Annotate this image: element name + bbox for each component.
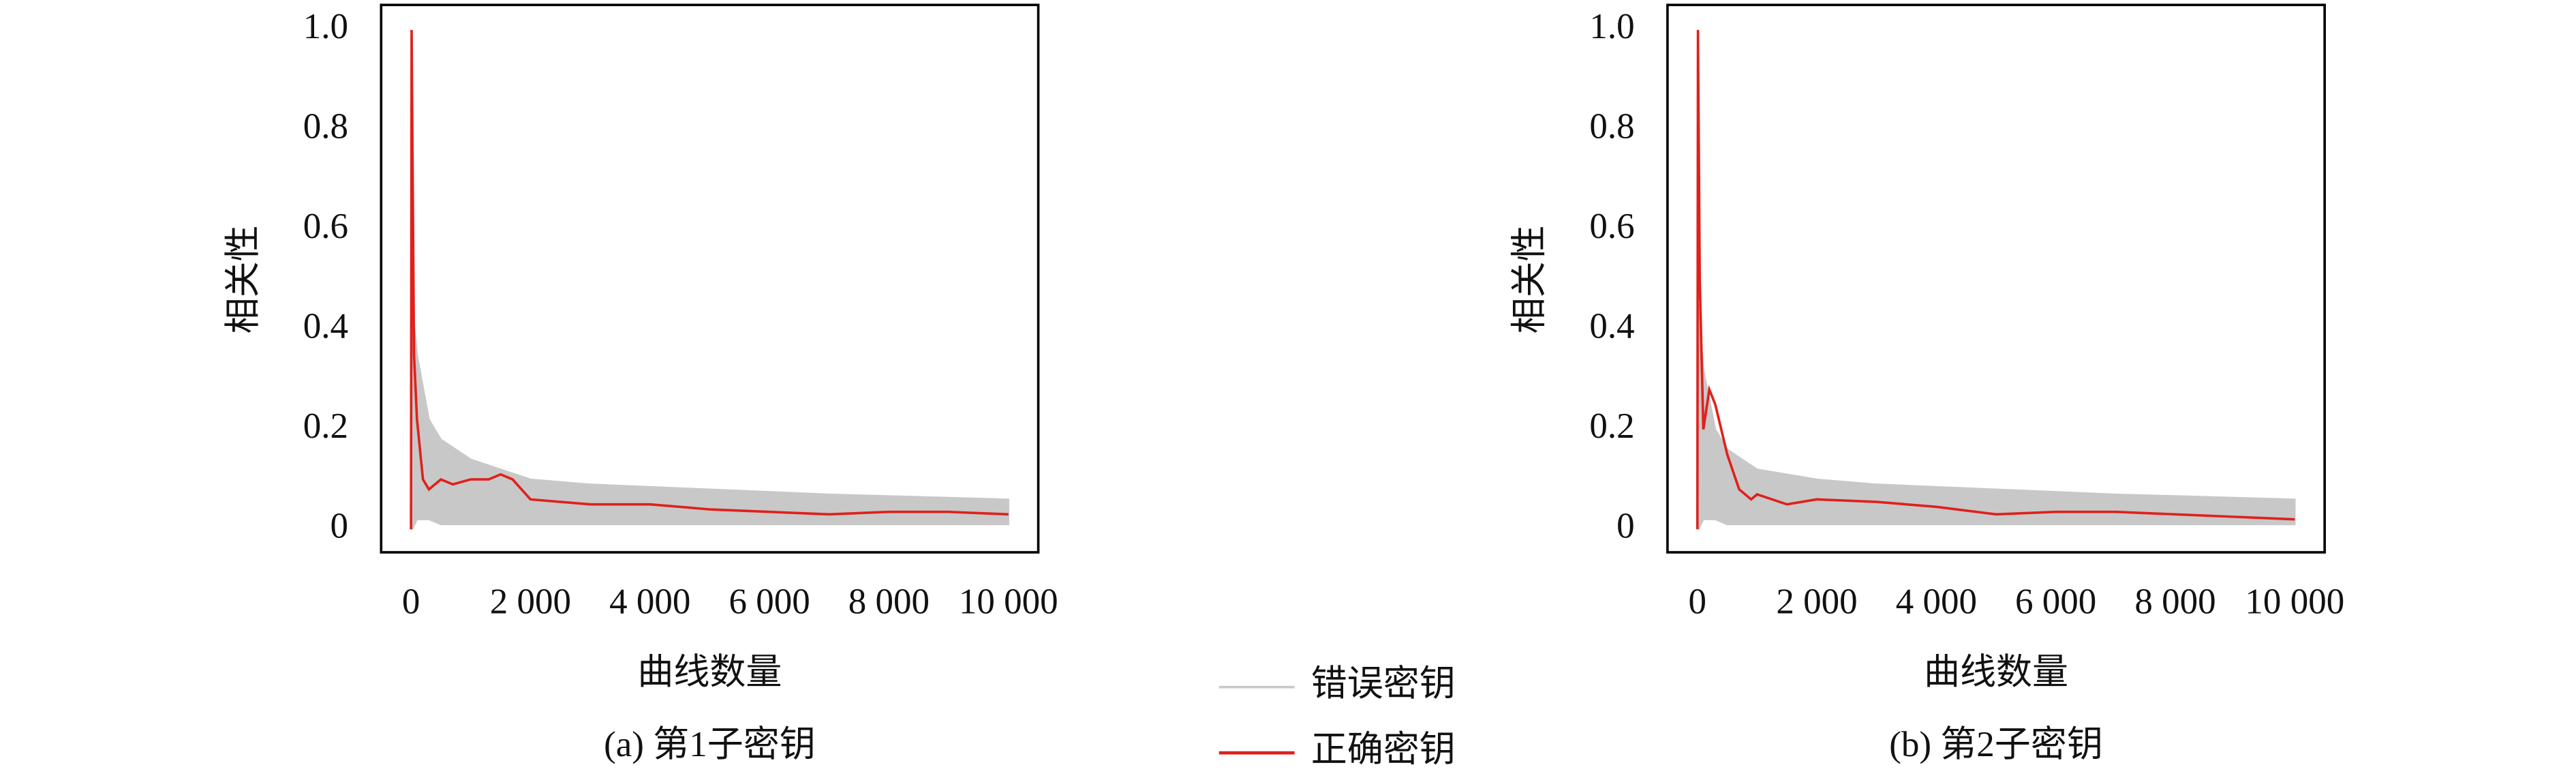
x-tick-label: 0 [402, 582, 420, 621]
legend-label: 正确密钥 [1311, 730, 1456, 769]
caption: (b) 第2子密钥 [1889, 725, 2103, 764]
x-tick-label: 2 000 [490, 582, 571, 621]
y-tick-label: 0.4 [303, 307, 348, 346]
wrong-key-band [1698, 304, 2296, 530]
x-tick-label: 6 000 [729, 582, 810, 621]
x-tick-label: 10 000 [959, 582, 1058, 621]
x-tick-label: 2 000 [1776, 582, 1857, 621]
y-tick-label: 0.6 [303, 207, 348, 246]
y-tick-label: 0 [331, 506, 349, 545]
x-tick-label: 4 000 [609, 582, 690, 621]
series-line [1696, 29, 2295, 530]
wrong-key-band [411, 304, 1009, 530]
x-tick-label: 0 [1688, 582, 1706, 621]
y-tick-label: 1.0 [303, 7, 348, 46]
y-axis-label: 相关性 [224, 225, 263, 333]
series-line [410, 29, 1009, 530]
y-tick-label: 0.8 [303, 107, 348, 147]
plot-frame [380, 3, 1040, 554]
plot-frame [1666, 3, 2326, 554]
x-axis-label: 曲线数量 [637, 653, 782, 692]
x-tick-label: 10 000 [2245, 582, 2344, 621]
x-axis-label: 曲线数量 [1924, 653, 2068, 692]
y-tick-label: 0.8 [1589, 107, 1634, 147]
y-tick-label: 0 [1616, 506, 1635, 545]
y-tick-label: 0.6 [1589, 207, 1634, 246]
y-axis-label: 相关性 [1509, 225, 1549, 333]
y-tick-label: 1.0 [1589, 7, 1634, 46]
x-tick-label: 8 000 [848, 582, 930, 621]
caption: (a) 第1子密钥 [604, 725, 816, 764]
x-tick-label: 4 000 [1896, 582, 1977, 621]
y-tick-label: 0.4 [1589, 307, 1634, 346]
y-tick-label: 0.2 [303, 406, 348, 446]
legend-label: 错误密钥 [1311, 664, 1456, 704]
x-tick-label: 6 000 [2015, 582, 2096, 621]
x-tick-label: 8 000 [2134, 582, 2215, 621]
y-tick-label: 0.2 [1589, 406, 1634, 446]
